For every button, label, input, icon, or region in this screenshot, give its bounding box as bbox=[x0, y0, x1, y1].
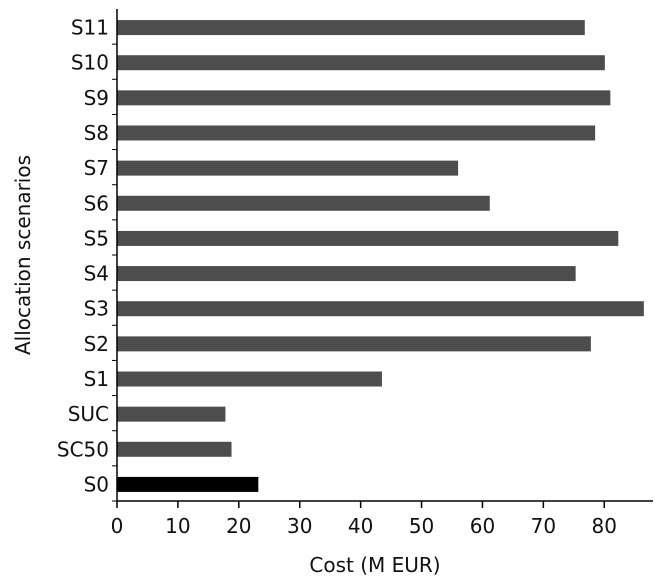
bar-s3 bbox=[117, 301, 644, 317]
bar-suc bbox=[117, 406, 226, 422]
category-label-s3: S3 bbox=[84, 297, 109, 321]
x-tick-label-80: 80 bbox=[592, 514, 617, 538]
category-label-s7: S7 bbox=[84, 156, 109, 180]
bar-s8 bbox=[117, 125, 596, 141]
bar-s9 bbox=[117, 90, 611, 106]
x-tick-label-0: 0 bbox=[111, 514, 124, 538]
category-label-sc50: SC50 bbox=[57, 437, 109, 461]
x-axis-title: Cost (M EUR) bbox=[309, 553, 440, 577]
category-label-s0: S0 bbox=[84, 472, 109, 496]
bar-s5 bbox=[117, 230, 619, 246]
x-tick-label-50: 50 bbox=[409, 514, 434, 538]
bar-s7 bbox=[117, 160, 459, 176]
bar-s4 bbox=[117, 266, 576, 282]
x-tick-label-20: 20 bbox=[226, 514, 251, 538]
x-tick-label-60: 60 bbox=[470, 514, 495, 538]
category-label-suc: SUC bbox=[68, 402, 109, 426]
bar-s11 bbox=[117, 20, 585, 36]
bar-sc50 bbox=[117, 441, 232, 457]
category-label-s10: S10 bbox=[71, 51, 109, 75]
category-label-s6: S6 bbox=[84, 191, 109, 215]
bars-group bbox=[117, 20, 644, 492]
x-tick-label-70: 70 bbox=[531, 514, 556, 538]
bar-s2 bbox=[117, 336, 591, 352]
category-labels: S0 SC50 SUC S1 S2 S3 S4 S5 S6 S7 S8 S9 S10 S11 bbox=[57, 16, 109, 497]
x-tick-label-40: 40 bbox=[348, 514, 373, 538]
bar-s0 bbox=[117, 476, 259, 492]
category-label-s8: S8 bbox=[84, 121, 109, 145]
y-axis-title: Allocation scenarios bbox=[11, 155, 35, 355]
bar-s1 bbox=[117, 371, 382, 387]
category-label-s4: S4 bbox=[84, 262, 109, 286]
category-label-s2: S2 bbox=[84, 332, 109, 356]
category-label-s5: S5 bbox=[84, 226, 109, 250]
x-tick-label-10: 10 bbox=[165, 514, 190, 538]
category-label-s9: S9 bbox=[84, 86, 109, 110]
bar-s10 bbox=[117, 55, 605, 71]
x-axis-ticks: 0 10 20 30 40 50 60 70 80 bbox=[111, 43, 617, 538]
category-label-s1: S1 bbox=[84, 367, 109, 391]
category-label-s11: S11 bbox=[71, 16, 109, 40]
x-tick-label-30: 30 bbox=[287, 514, 312, 538]
bar-s6 bbox=[117, 195, 490, 211]
